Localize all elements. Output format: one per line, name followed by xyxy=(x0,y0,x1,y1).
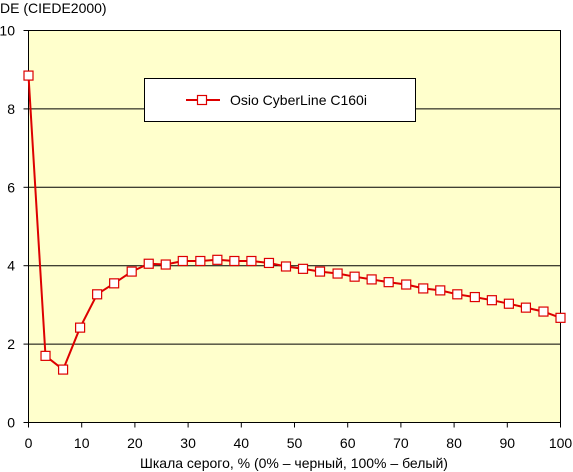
x-tick-label: 0 xyxy=(25,435,33,451)
data-point xyxy=(469,291,480,303)
data-point xyxy=(366,274,377,285)
x-tick-label: 40 xyxy=(234,435,250,451)
data-point xyxy=(263,257,275,269)
data-point xyxy=(160,259,171,270)
data-point xyxy=(503,298,514,309)
data-point xyxy=(212,254,223,265)
x-tick-label: 80 xyxy=(446,435,462,451)
x-tick-label: 50 xyxy=(287,435,303,451)
data-point xyxy=(538,306,549,317)
data-point xyxy=(452,289,463,300)
data-point xyxy=(401,279,412,290)
x-tick-label: 10 xyxy=(74,435,90,451)
data-point xyxy=(297,263,309,274)
x-tick-label: 30 xyxy=(180,435,196,451)
x-tick-label: 20 xyxy=(127,435,143,451)
data-point xyxy=(109,278,120,289)
legend-label: Osio CyberLine C160i xyxy=(230,92,367,108)
data-point xyxy=(383,277,394,288)
y-tick-label: 8 xyxy=(7,101,15,117)
data-point xyxy=(75,322,86,333)
data-point xyxy=(418,283,429,294)
data-point xyxy=(177,255,188,267)
x-tick-label: 100 xyxy=(549,435,573,451)
y-tick-label: 0 xyxy=(7,415,15,431)
data-point xyxy=(349,271,360,282)
x-tick-label: 90 xyxy=(500,435,516,451)
legend-marker-swatch xyxy=(196,94,208,106)
x-axis-title: Шкала серого, % (0% – черный, 100% – бел… xyxy=(140,455,448,471)
data-point xyxy=(23,70,34,81)
data-point xyxy=(57,364,69,375)
data-point xyxy=(486,295,497,306)
data-point xyxy=(332,268,343,279)
data-point xyxy=(520,302,532,313)
data-point xyxy=(126,266,137,277)
data-point xyxy=(40,350,51,361)
series-layer xyxy=(23,70,566,375)
series-0 xyxy=(23,70,566,375)
data-point xyxy=(314,266,326,277)
x-tick-label: 60 xyxy=(340,435,356,451)
y-tick-label: 2 xyxy=(7,336,15,352)
y-tick-label: 6 xyxy=(7,179,15,195)
data-point xyxy=(246,255,257,267)
x-tick-label: 70 xyxy=(393,435,409,451)
data-point xyxy=(143,258,154,269)
y-axis-title: DE (CIEDE2000) xyxy=(0,0,107,16)
data-point xyxy=(195,255,206,267)
legend: Osio CyberLine C160i xyxy=(144,78,416,122)
data-point xyxy=(280,261,292,272)
y-tick-label: 10 xyxy=(0,23,15,39)
data-point xyxy=(92,289,103,300)
data-point xyxy=(555,312,566,323)
data-point xyxy=(435,285,446,296)
data-point xyxy=(229,255,240,267)
y-tick-label: 4 xyxy=(7,258,15,274)
